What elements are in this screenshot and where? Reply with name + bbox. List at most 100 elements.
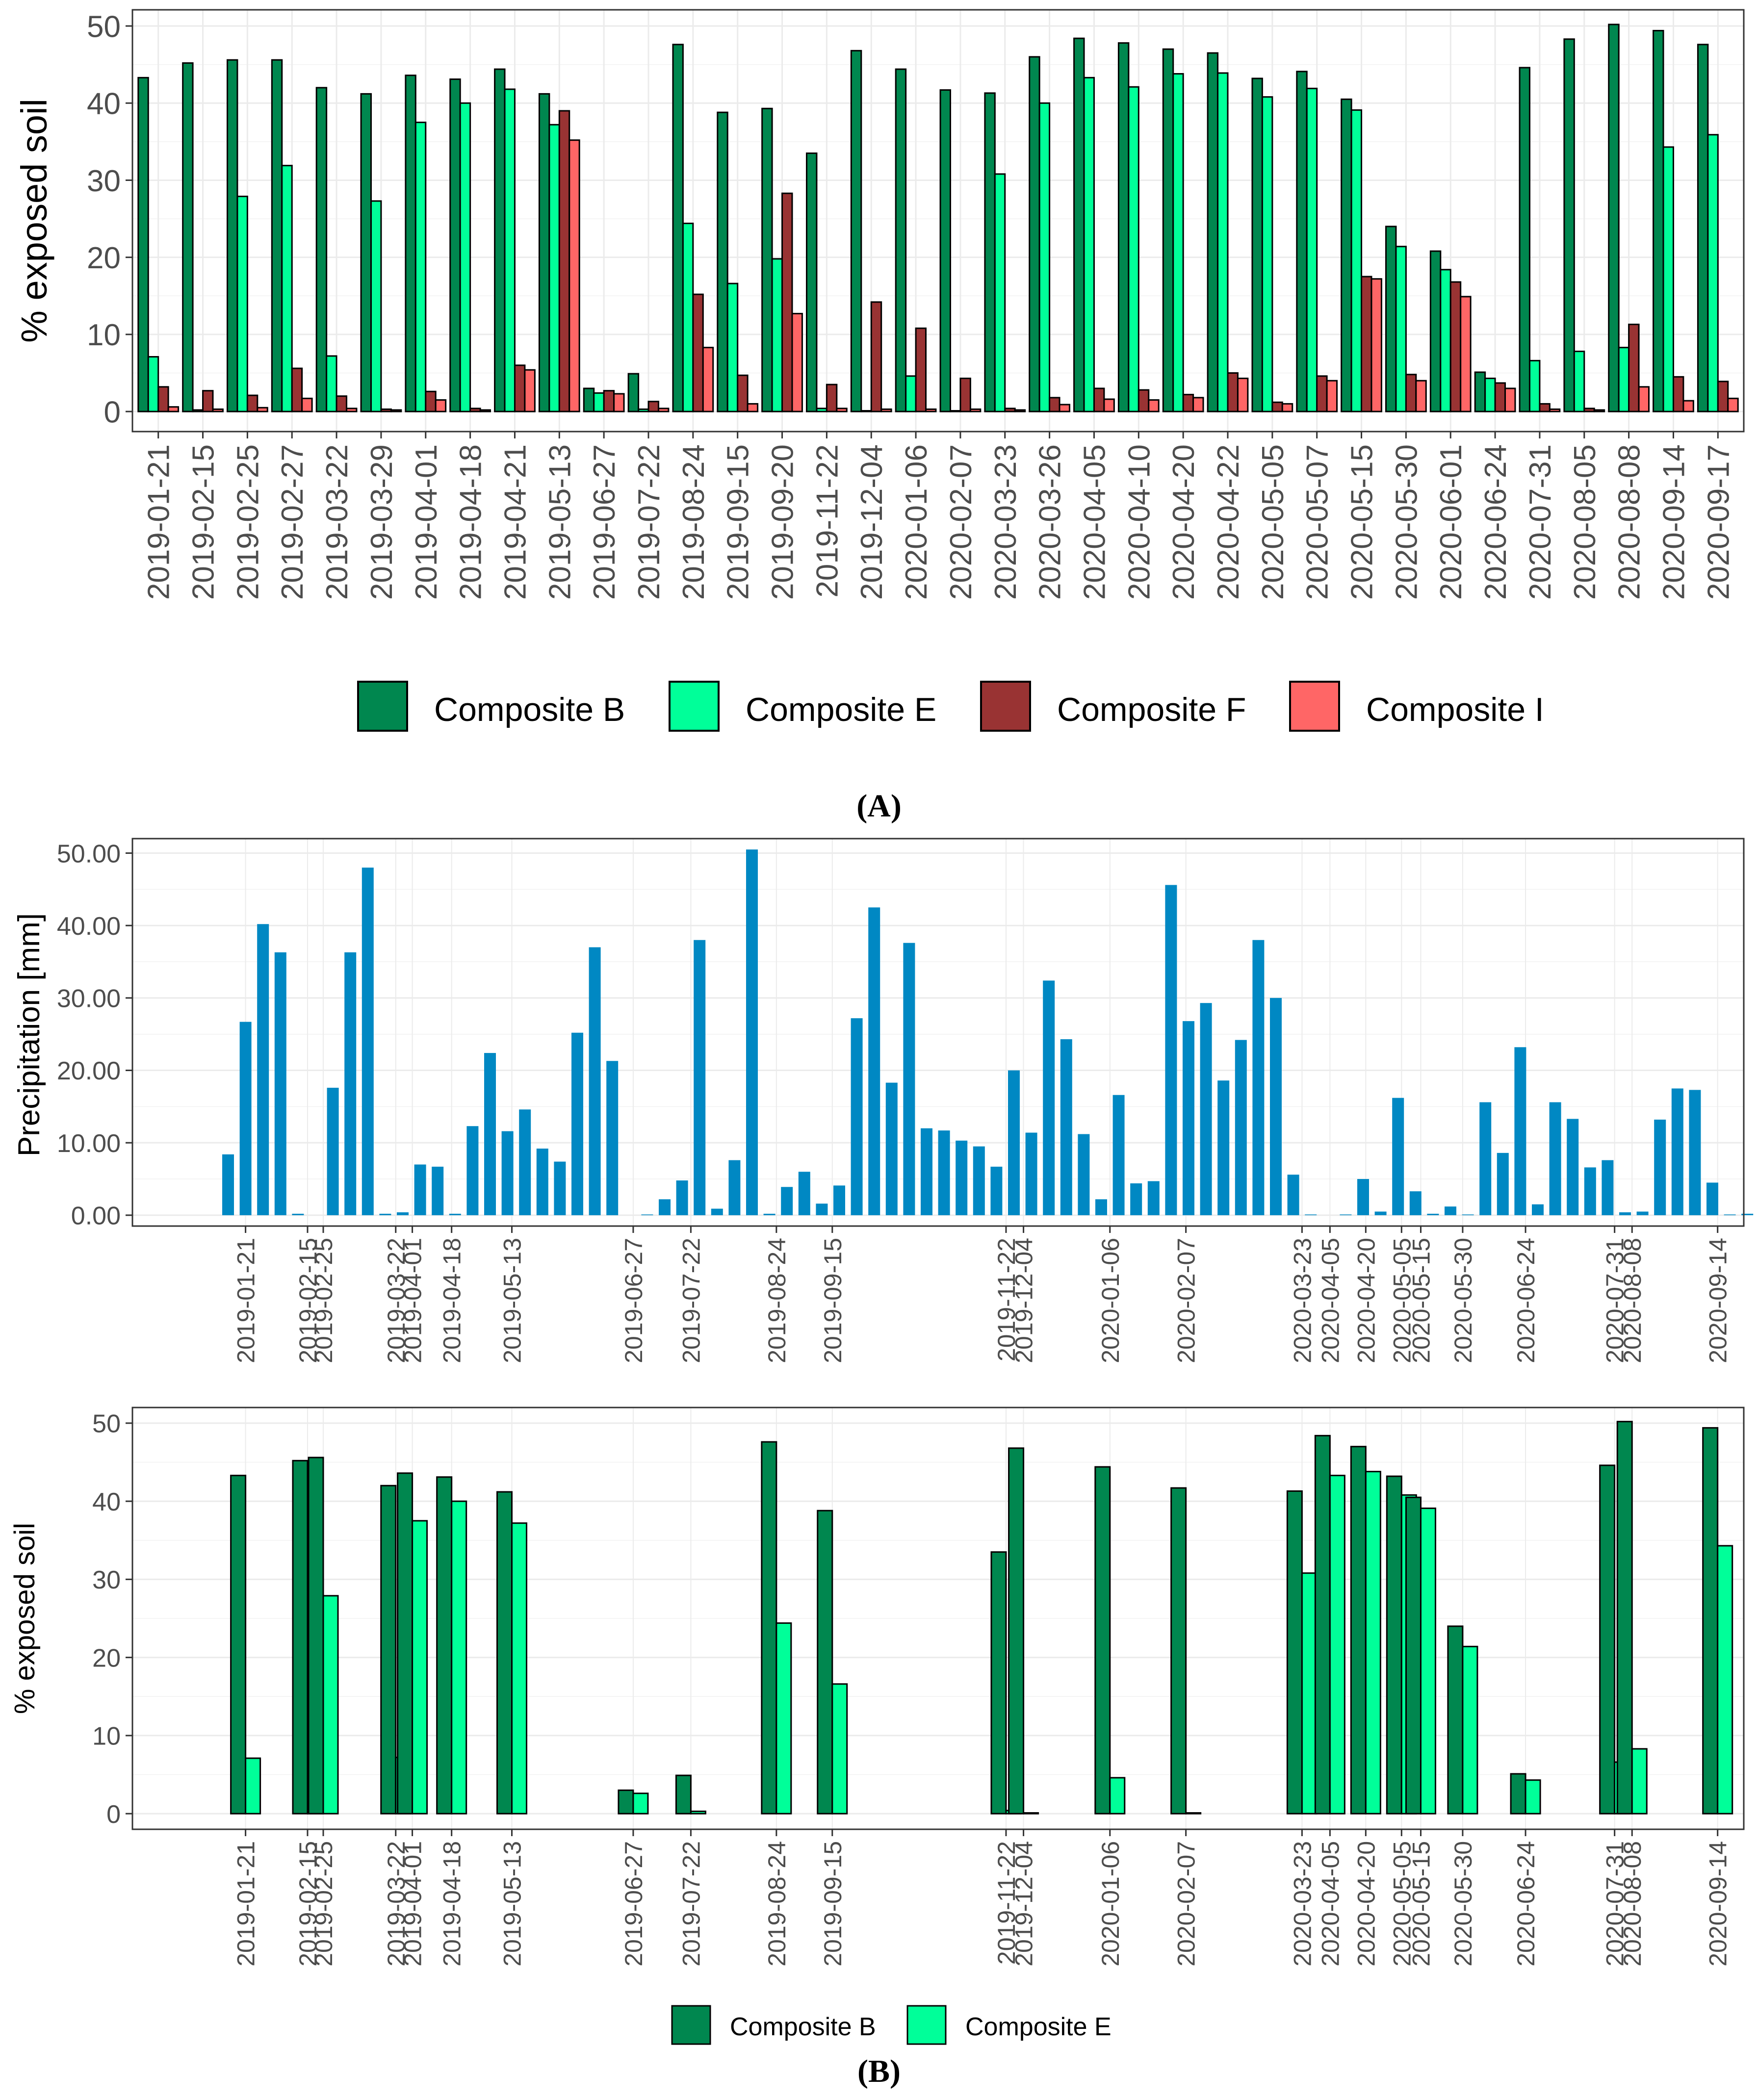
a-x-tick-label: 2019-07-22 [632, 444, 666, 600]
a-x-tick-label: 2020-04-20 [1167, 444, 1201, 600]
a-bar-composite-b [1697, 44, 1709, 412]
precip-bar [781, 1187, 793, 1215]
soil-bar-composite-b [990, 1551, 1007, 1815]
a-bar-composite-f [737, 374, 749, 412]
a-bar-composite-b [984, 92, 996, 412]
a-bar-composite-i [346, 408, 358, 412]
precip-bar [554, 1161, 566, 1215]
precip-bar [1165, 885, 1177, 1215]
a-bar-composite-b [315, 87, 328, 412]
precip-bar [1636, 1211, 1649, 1215]
a-x-tick-label: 2019-09-15 [722, 444, 755, 600]
a-x-tick-label: 2020-04-22 [1212, 444, 1245, 600]
precip-x-tick-label: 2020-09-14 [1705, 1238, 1732, 1363]
a-bar-composite-i [257, 407, 268, 412]
soil-x-tick-label: 2019-08-24 [763, 1841, 791, 1967]
precip-x-tick-label: 2019-06-27 [620, 1238, 647, 1363]
precip-bar [466, 1126, 479, 1215]
a-x-tick-label: 2019-06-27 [588, 444, 621, 600]
precip-x-tick-label: 2019-07-22 [677, 1238, 705, 1363]
precip-bar [1112, 1095, 1125, 1215]
precip-bar [1147, 1181, 1160, 1215]
soil-x-tick-label: 2019-06-27 [620, 1841, 647, 1967]
soil-bar-composite-b [1094, 1466, 1111, 1815]
precip-bar [641, 1214, 653, 1215]
soil-bar-composite-e [776, 1622, 792, 1815]
soil-bar-composite-b [761, 1441, 777, 1815]
a-bar-composite-i [836, 408, 848, 412]
a-bar-composite-b [137, 77, 149, 412]
a-bar-composite-f [1628, 323, 1640, 412]
a-y-tick-label: 10 [87, 318, 121, 352]
a-bar-composite-b [672, 44, 684, 412]
soil-bar-composite-b [1286, 1490, 1303, 1815]
precip-x-tick-label: 2020-01-06 [1097, 1238, 1124, 1363]
panel-b-precipitation-chart: 0.00 10.00 20.00 30.00 40.00 50.00 2019-01-21… [12, 838, 1754, 1363]
soil-bar-composite-e [245, 1757, 261, 1815]
a-bar-composite-i [969, 408, 982, 412]
a-bar-composite-i [1370, 278, 1382, 412]
a-y-tick-label: 0 [104, 395, 121, 429]
a-bar-composite-e [1440, 269, 1451, 412]
precip-bar [397, 1212, 409, 1215]
precip-bar [1741, 1213, 1754, 1215]
precip-y-tick-label: 0.00 [71, 1202, 121, 1230]
a-bar-composite-i [1593, 409, 1605, 412]
soil-x-tick-label: 2019-04-18 [439, 1841, 466, 1967]
panel-b-label: (B) [857, 2053, 901, 2089]
precip-bar [292, 1213, 304, 1215]
a-x-tick-label: 2020-04-05 [1078, 444, 1112, 600]
precip-bar [1724, 1214, 1736, 1215]
a-bar-composite-f [291, 367, 303, 412]
a-y-tick-label: 30 [87, 164, 121, 198]
a-bar-composite-b [1162, 48, 1174, 412]
soil-x-tick-label: 2019-07-22 [677, 1841, 705, 1967]
a-x-tick-label: 2019-02-15 [187, 444, 221, 600]
a-legend-swatch [357, 681, 408, 732]
a-bar-composite-b [761, 107, 773, 412]
a-bar-composite-b [1207, 52, 1219, 412]
soil-x-tick-label: 2020-05-05 [1388, 1841, 1416, 1967]
precip-bar [432, 1166, 444, 1215]
a-legend-label: Composite F [1057, 691, 1246, 728]
a-bar-composite-f [826, 384, 838, 412]
a-bar-composite-i [1549, 408, 1561, 412]
soil-bar-composite-b [1170, 1487, 1187, 1815]
panel-a-legend: Composite B Composite E Composite F Composi… [357, 681, 1544, 732]
a-bar-composite-f [469, 408, 481, 412]
a-bar-composite-b [271, 59, 283, 412]
soil-x-tick-label: 2020-08-08 [1619, 1841, 1646, 1967]
panel-a-x-axis: 2019-01-21 2019-02-15 2019-02-25 2019-02-27… [142, 432, 1735, 600]
precip-x-tick-label: 2020-08-08 [1619, 1238, 1646, 1363]
precip-bar [1427, 1213, 1439, 1215]
precip-x-tick-label: 2020-04-20 [1352, 1238, 1380, 1363]
soil-x-tick-label: 2020-05-30 [1449, 1841, 1477, 1967]
soil-bar-composite-b [1350, 1446, 1367, 1815]
b-legend-label: Composite E [965, 2013, 1112, 2041]
a-bar-composite-e [326, 355, 337, 412]
a-bar-composite-f [1494, 382, 1506, 412]
a-bar-composite-b [1341, 98, 1352, 412]
precip-x-tick-label: 2020-07-31 [1602, 1238, 1629, 1363]
soil-bar-composite-b [436, 1476, 453, 1815]
a-bar-composite-e [1573, 350, 1585, 412]
soil-bar-composite-e [1023, 1812, 1039, 1815]
soil-bar-composite-e [1185, 1812, 1202, 1815]
a-bar-composite-e [994, 173, 1006, 412]
precip-border [131, 838, 1745, 1227]
precip-bar [659, 1199, 671, 1215]
a-bar-composite-b [227, 59, 238, 412]
soil-bar-composite-e [1365, 1471, 1381, 1815]
a-bar-composite-f [558, 110, 570, 412]
soil-bar-composite-b [496, 1491, 513, 1815]
precip-bar [1008, 1070, 1020, 1215]
a-bar-composite-i [301, 397, 313, 412]
a-bar-composite-f [202, 390, 214, 412]
a-x-tick-label: 2020-07-31 [1524, 444, 1557, 600]
precip-x-tick-label: 2019-04-18 [439, 1238, 466, 1363]
precip-bar [990, 1166, 1003, 1215]
a-bar-composite-i [1059, 404, 1070, 412]
soil-x-tick-label: 2019-02-15 [294, 1841, 322, 1967]
a-x-tick-label: 2019-04-21 [498, 444, 532, 600]
